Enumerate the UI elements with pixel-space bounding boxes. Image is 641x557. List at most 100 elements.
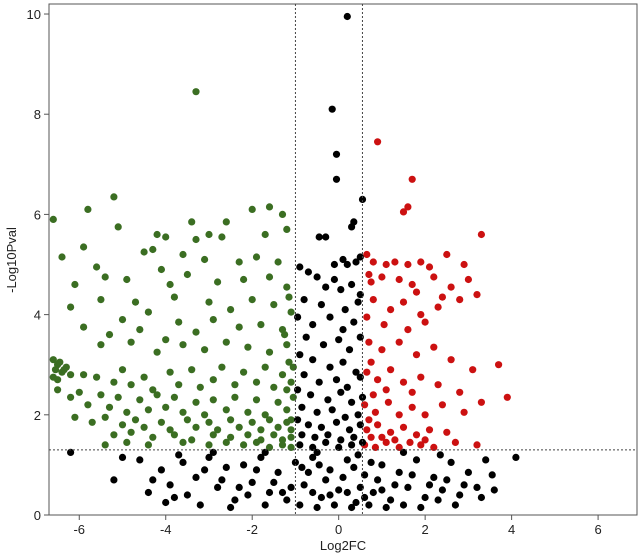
point-up xyxy=(382,438,390,446)
point-ns xyxy=(332,175,341,183)
point-up xyxy=(473,291,481,299)
point-up xyxy=(371,408,379,416)
point-down xyxy=(192,235,200,244)
point-up xyxy=(412,288,421,296)
point-up xyxy=(404,260,412,269)
point-down xyxy=(162,233,170,241)
point-ns xyxy=(298,463,306,471)
point-down xyxy=(278,210,287,218)
point-down xyxy=(209,396,217,404)
point-up xyxy=(382,386,390,394)
point-down xyxy=(222,406,230,414)
point-ns xyxy=(332,418,341,426)
point-ns xyxy=(352,368,360,376)
point-ns xyxy=(192,473,200,481)
point-down xyxy=(287,426,295,434)
point-down xyxy=(265,443,274,451)
point-ns xyxy=(356,253,364,261)
point-down xyxy=(179,341,187,349)
point-down xyxy=(49,215,57,223)
point-ns xyxy=(309,443,317,451)
point-up xyxy=(395,338,403,346)
point-down xyxy=(209,431,217,439)
point-down xyxy=(175,381,183,389)
y-tick-label: 4 xyxy=(34,308,41,323)
point-up xyxy=(425,426,434,434)
point-ns xyxy=(278,488,287,497)
point-down xyxy=(192,88,200,96)
point-ns xyxy=(350,463,358,471)
point-up xyxy=(412,431,421,439)
point-up xyxy=(399,423,408,431)
point-ns xyxy=(231,496,239,504)
point-ns xyxy=(412,456,421,464)
point-down xyxy=(118,316,127,324)
point-down xyxy=(257,426,265,434)
point-ns xyxy=(315,378,323,386)
point-ns xyxy=(166,481,174,489)
point-down xyxy=(166,368,174,376)
point-ns xyxy=(490,486,498,494)
x-axis-title: Log2FC xyxy=(320,538,366,553)
point-ns xyxy=(291,458,299,466)
point-ns xyxy=(477,493,485,502)
point-up xyxy=(395,443,403,451)
point-up xyxy=(438,293,446,301)
point-down xyxy=(188,366,196,374)
point-ns xyxy=(382,503,390,512)
point-ns xyxy=(307,391,315,399)
point-up xyxy=(378,346,386,354)
point-down xyxy=(97,341,105,349)
point-ns xyxy=(337,388,345,396)
point-up xyxy=(391,436,399,444)
y-tick-label: 2 xyxy=(34,408,41,423)
point-ns xyxy=(300,371,308,379)
point-down xyxy=(289,393,297,401)
point-down xyxy=(118,366,127,374)
point-ns xyxy=(326,363,334,371)
point-ns xyxy=(356,333,364,341)
point-down xyxy=(214,426,222,434)
point-up xyxy=(363,250,371,259)
point-down xyxy=(278,436,287,444)
point-up xyxy=(438,401,446,409)
point-down xyxy=(123,408,131,416)
point-up xyxy=(469,366,477,374)
point-ns xyxy=(339,473,347,481)
point-up xyxy=(399,298,408,306)
point-up xyxy=(365,338,373,346)
point-ns xyxy=(319,341,328,349)
x-tick-label: 0 xyxy=(335,522,342,537)
point-up xyxy=(365,416,373,424)
point-ns xyxy=(309,321,317,329)
point-ns xyxy=(317,493,325,502)
point-up xyxy=(443,250,451,259)
point-ns xyxy=(110,476,118,484)
point-up xyxy=(369,258,377,266)
point-down xyxy=(209,376,217,384)
point-down xyxy=(58,253,66,261)
x-tick-label: 4 xyxy=(508,522,515,537)
point-ns xyxy=(341,306,349,314)
point-ns xyxy=(324,396,332,404)
point-down xyxy=(183,270,191,279)
point-ns xyxy=(317,423,325,431)
point-ns xyxy=(332,376,341,384)
point-down xyxy=(244,408,252,416)
point-down xyxy=(93,263,101,271)
point-ns xyxy=(335,486,343,494)
point-ns xyxy=(345,426,354,434)
point-ns xyxy=(447,458,455,466)
y-tick-label: 8 xyxy=(34,107,41,122)
point-down xyxy=(84,205,92,213)
point-down xyxy=(274,423,282,431)
point-ns xyxy=(404,483,412,491)
point-down xyxy=(88,418,96,426)
point-ns xyxy=(365,501,373,509)
point-ns xyxy=(283,496,291,504)
point-ns xyxy=(265,488,274,497)
point-down xyxy=(235,423,243,431)
point-up xyxy=(430,343,438,351)
point-down xyxy=(235,323,243,331)
x-tick-label: -6 xyxy=(73,522,85,537)
